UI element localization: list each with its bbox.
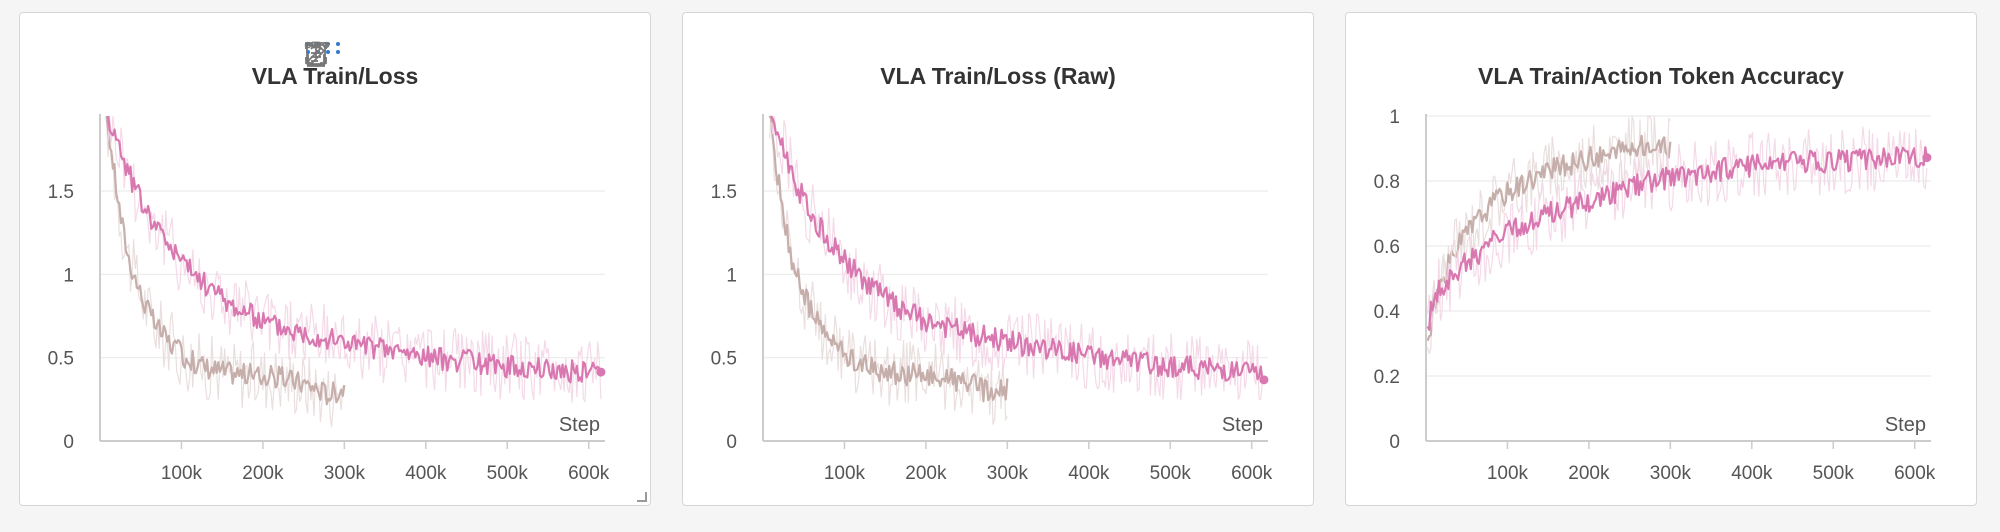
x-tick-label: 100k xyxy=(1487,463,1529,484)
y-tick-label: 0.4 xyxy=(1374,302,1401,323)
y-tick-label: 1 xyxy=(1389,107,1400,128)
y-tick-label: 1.5 xyxy=(48,182,74,203)
x-tick-label: 400k xyxy=(1731,463,1773,484)
x-tick-label: 600k xyxy=(1894,463,1936,484)
line-chart: 0 0.5 1 1.5 100k 200k 300k 400k 500k 600k Step xyxy=(711,114,1273,484)
series-line xyxy=(105,115,346,406)
x-tick-label: 300k xyxy=(324,463,366,484)
x-tick-label: 300k xyxy=(1650,463,1692,484)
y-tick-label: 0 xyxy=(1389,432,1400,453)
x-tick-label: 100k xyxy=(161,463,203,484)
x-tick-label: 200k xyxy=(905,463,947,484)
series-line xyxy=(107,115,602,384)
series-line xyxy=(1426,134,1672,342)
y-tick-label: 0.2 xyxy=(1374,367,1400,388)
chart-title: VLA Train/Loss (Raw) xyxy=(880,63,1116,89)
y-tick-label: 0.5 xyxy=(48,349,74,370)
x-axis-label: Step xyxy=(1222,414,1263,436)
more-icon[interactable] xyxy=(304,41,626,73)
series-end-point xyxy=(596,367,606,377)
y-tick-label: 0 xyxy=(63,432,74,453)
series-raw-band xyxy=(105,115,345,428)
x-tick-label: 500k xyxy=(1150,463,1192,484)
y-tick-label: 1 xyxy=(63,265,74,286)
line-chart: 0 0.5 1 1.5 100k 200k 300k 400k 500k 600k Step xyxy=(48,114,610,484)
x-tick-label: 200k xyxy=(1568,463,1610,484)
x-tick-label: 400k xyxy=(405,463,447,484)
series-raw-band xyxy=(107,115,602,404)
x-tick-label: 500k xyxy=(487,463,529,484)
x-tick-label: 100k xyxy=(824,463,866,484)
x-tick-label: 400k xyxy=(1068,463,1110,484)
x-tick-label: 500k xyxy=(1813,463,1855,484)
series-line xyxy=(1426,146,1929,331)
x-tick-label: 300k xyxy=(987,463,1029,484)
series-line xyxy=(768,115,1009,403)
y-tick-label: 0 xyxy=(726,432,737,453)
x-tick-label: 200k xyxy=(242,463,284,484)
line-chart: 0 0.2 0.4 0.6 0.8 1 100k 200k 300k 400k 500k 600k St… xyxy=(1374,107,1936,484)
x-tick-label: 600k xyxy=(568,463,610,484)
y-tick-label: 0.8 xyxy=(1374,172,1400,193)
series-end-point xyxy=(1922,153,1932,163)
series-line xyxy=(770,115,1265,382)
chart-title: VLA Train/Action Token Accuracy xyxy=(1478,63,1844,89)
chart-title: VLA Train/Loss xyxy=(251,63,419,89)
x-axis-label: Step xyxy=(559,414,600,436)
series-raw-band xyxy=(1427,126,1928,328)
series-end-point xyxy=(1259,375,1269,385)
y-tick-label: 0.5 xyxy=(711,349,737,370)
x-tick-label: 600k xyxy=(1231,463,1273,484)
y-tick-label: 1.5 xyxy=(711,182,737,203)
x-axis-label: Step xyxy=(1885,414,1926,436)
panel-toolbar xyxy=(304,41,626,73)
y-tick-label: 1 xyxy=(726,265,737,286)
y-tick-label: 0.6 xyxy=(1374,237,1400,258)
chart-panel-action-token-accuracy[interactable]: VLA Train/Action Token Accuracy 0 0.2 0.4 0… xyxy=(1345,12,1977,506)
chart-panel-train-loss-raw[interactable]: VLA Train/Loss (Raw) 0 0.5 1 1.5 100k 200k 300… xyxy=(682,12,1314,506)
resize-handle-icon[interactable] xyxy=(637,492,647,502)
chart-panel-train-loss[interactable]: VLA Train/Loss 0 0.5 1 1.5 100k 200k 300k 400k 5… xyxy=(19,12,651,506)
